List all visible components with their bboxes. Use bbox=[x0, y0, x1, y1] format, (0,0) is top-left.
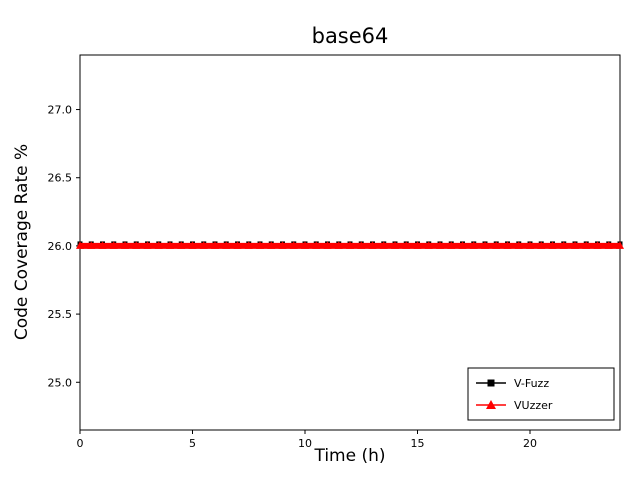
marker-triangle bbox=[514, 241, 523, 249]
marker-triangle bbox=[604, 241, 613, 249]
marker-triangle bbox=[109, 241, 118, 249]
marker-triangle bbox=[211, 241, 219, 249]
legend: V-Fuzz VUzzer bbox=[467, 367, 615, 421]
marker-triangle bbox=[177, 241, 186, 249]
marker-triangle bbox=[537, 241, 546, 249]
marker-triangle bbox=[188, 241, 197, 249]
chart-title: base64 bbox=[311, 24, 389, 48]
marker-triangle bbox=[436, 241, 444, 249]
marker-triangle bbox=[368, 241, 377, 249]
marker-triangle bbox=[526, 241, 534, 249]
marker-triangle bbox=[98, 241, 107, 249]
marker-triangle bbox=[166, 241, 174, 249]
y-tick-label: 27.0 bbox=[48, 104, 73, 117]
marker-triangle bbox=[402, 241, 411, 249]
marker-triangle bbox=[267, 241, 276, 249]
marker-triangle bbox=[492, 241, 501, 249]
y-tick-label: 25.0 bbox=[48, 376, 73, 389]
marker-triangle bbox=[278, 241, 287, 249]
marker-triangle bbox=[548, 241, 557, 249]
marker-triangle bbox=[391, 241, 399, 249]
marker-triangle bbox=[121, 241, 129, 249]
legend-label: VUzzer bbox=[514, 399, 553, 412]
marker-triangle bbox=[424, 241, 433, 249]
marker-triangle bbox=[256, 241, 264, 249]
marker-triangle bbox=[357, 241, 366, 249]
x-axis: 0 5 10 15 20 bbox=[77, 430, 537, 450]
marker-triangle bbox=[312, 241, 321, 249]
marker-triangle bbox=[582, 241, 591, 249]
marker-triangle bbox=[87, 241, 96, 249]
marker-triangle bbox=[233, 241, 242, 249]
marker-triangle bbox=[413, 241, 422, 249]
marker-triangle bbox=[323, 241, 332, 249]
marker-triangle bbox=[132, 241, 141, 249]
marker-triangle bbox=[301, 241, 309, 249]
y-tick-label: 26.0 bbox=[48, 240, 73, 253]
marker-triangle bbox=[616, 241, 624, 249]
legend-marker-triangle bbox=[486, 400, 496, 409]
marker-triangle bbox=[199, 241, 208, 249]
marker-triangle bbox=[244, 241, 253, 249]
marker-triangle bbox=[346, 241, 354, 249]
marker-triangle bbox=[593, 241, 602, 249]
y-axis: 25.0 25.5 26.0 26.5 27.0 bbox=[48, 104, 80, 389]
marker-triangle bbox=[289, 241, 298, 249]
marker-triangle bbox=[481, 241, 489, 249]
marker-triangle bbox=[458, 241, 467, 249]
legend-box bbox=[467, 367, 615, 421]
marker-triangle bbox=[559, 241, 568, 249]
x-tick-label: 20 bbox=[523, 437, 537, 450]
legend-label: V-Fuzz bbox=[514, 377, 549, 390]
marker-triangle bbox=[447, 241, 456, 249]
marker-triangle bbox=[154, 241, 163, 249]
y-tick-label: 26.5 bbox=[48, 172, 73, 185]
y-tick-label: 25.5 bbox=[48, 308, 73, 321]
marker-triangle bbox=[503, 241, 512, 249]
x-tick-label: 5 bbox=[189, 437, 196, 450]
marker-triangle bbox=[143, 241, 152, 249]
marker-triangle bbox=[334, 241, 343, 249]
marker-triangle bbox=[222, 241, 231, 249]
y-axis-label: Code Coverage Rate % bbox=[12, 143, 32, 341]
x-tick-label: 15 bbox=[411, 437, 425, 450]
x-axis-label: Time (h) bbox=[314, 446, 386, 466]
x-tick-label: 0 bbox=[77, 437, 84, 450]
series-vuzzer bbox=[76, 241, 624, 249]
marker-triangle bbox=[469, 241, 478, 249]
marker-triangle bbox=[379, 241, 388, 249]
x-tick-label: 10 bbox=[298, 437, 312, 450]
legend-marker-square bbox=[487, 379, 495, 387]
marker-triangle bbox=[571, 241, 579, 249]
marker-triangle bbox=[76, 241, 84, 249]
